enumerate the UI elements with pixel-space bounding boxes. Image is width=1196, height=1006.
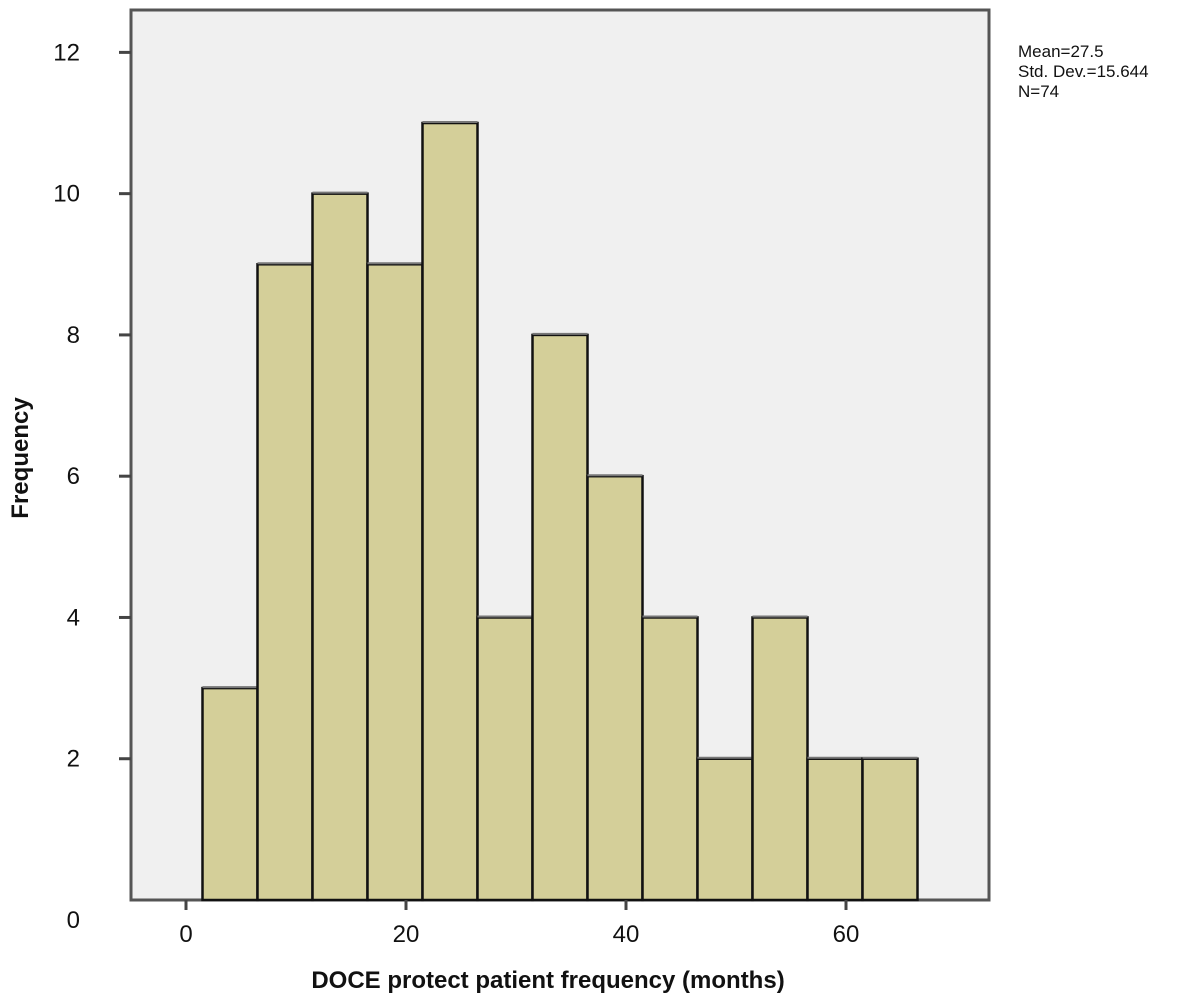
y-tick-label: 4 bbox=[67, 604, 80, 631]
y-tick-label: 12 bbox=[53, 39, 80, 66]
histogram-bar bbox=[696, 757, 754, 902]
y-tick-label: 6 bbox=[67, 463, 80, 490]
histogram-bar bbox=[256, 263, 314, 902]
histogram-bars bbox=[201, 121, 919, 902]
mean-stat: Mean=27.5 bbox=[1018, 42, 1104, 61]
histogram-bar bbox=[366, 263, 424, 902]
y-axis-label: Frequency bbox=[7, 397, 34, 519]
x-tick-label: 0 bbox=[179, 921, 192, 948]
y-tick-label: 8 bbox=[67, 322, 80, 349]
y-axis: 0 2 4 6 8 10 12 bbox=[53, 39, 131, 934]
x-axis: 0 20 40 60 bbox=[179, 900, 859, 948]
x-axis-label: DOCE protect patient frequency (months) bbox=[311, 967, 784, 994]
x-tick-label: 60 bbox=[833, 921, 860, 948]
histogram-bar bbox=[476, 616, 534, 902]
histogram-bar bbox=[311, 192, 369, 902]
x-tick-label: 20 bbox=[393, 921, 420, 948]
histogram-bar bbox=[421, 121, 479, 902]
n-stat: N=74 bbox=[1018, 82, 1060, 101]
histogram-bar bbox=[586, 474, 644, 902]
histogram-bar bbox=[806, 757, 864, 902]
y-tick-label: 0 bbox=[67, 907, 80, 934]
y-tick-label: 2 bbox=[67, 746, 80, 773]
y-tick-label: 10 bbox=[53, 181, 80, 208]
histogram-bar bbox=[861, 757, 919, 902]
histogram-bar bbox=[201, 686, 259, 902]
histogram-bar bbox=[641, 616, 699, 902]
x-tick-label: 40 bbox=[613, 921, 640, 948]
histogram-bar bbox=[531, 333, 589, 902]
statistics-box: Mean=27.5 Std. Dev.=15.644 N=74 bbox=[1018, 42, 1149, 102]
histogram-bar bbox=[751, 616, 809, 902]
std-dev-stat: Std. Dev.=15.644 bbox=[1018, 62, 1149, 81]
